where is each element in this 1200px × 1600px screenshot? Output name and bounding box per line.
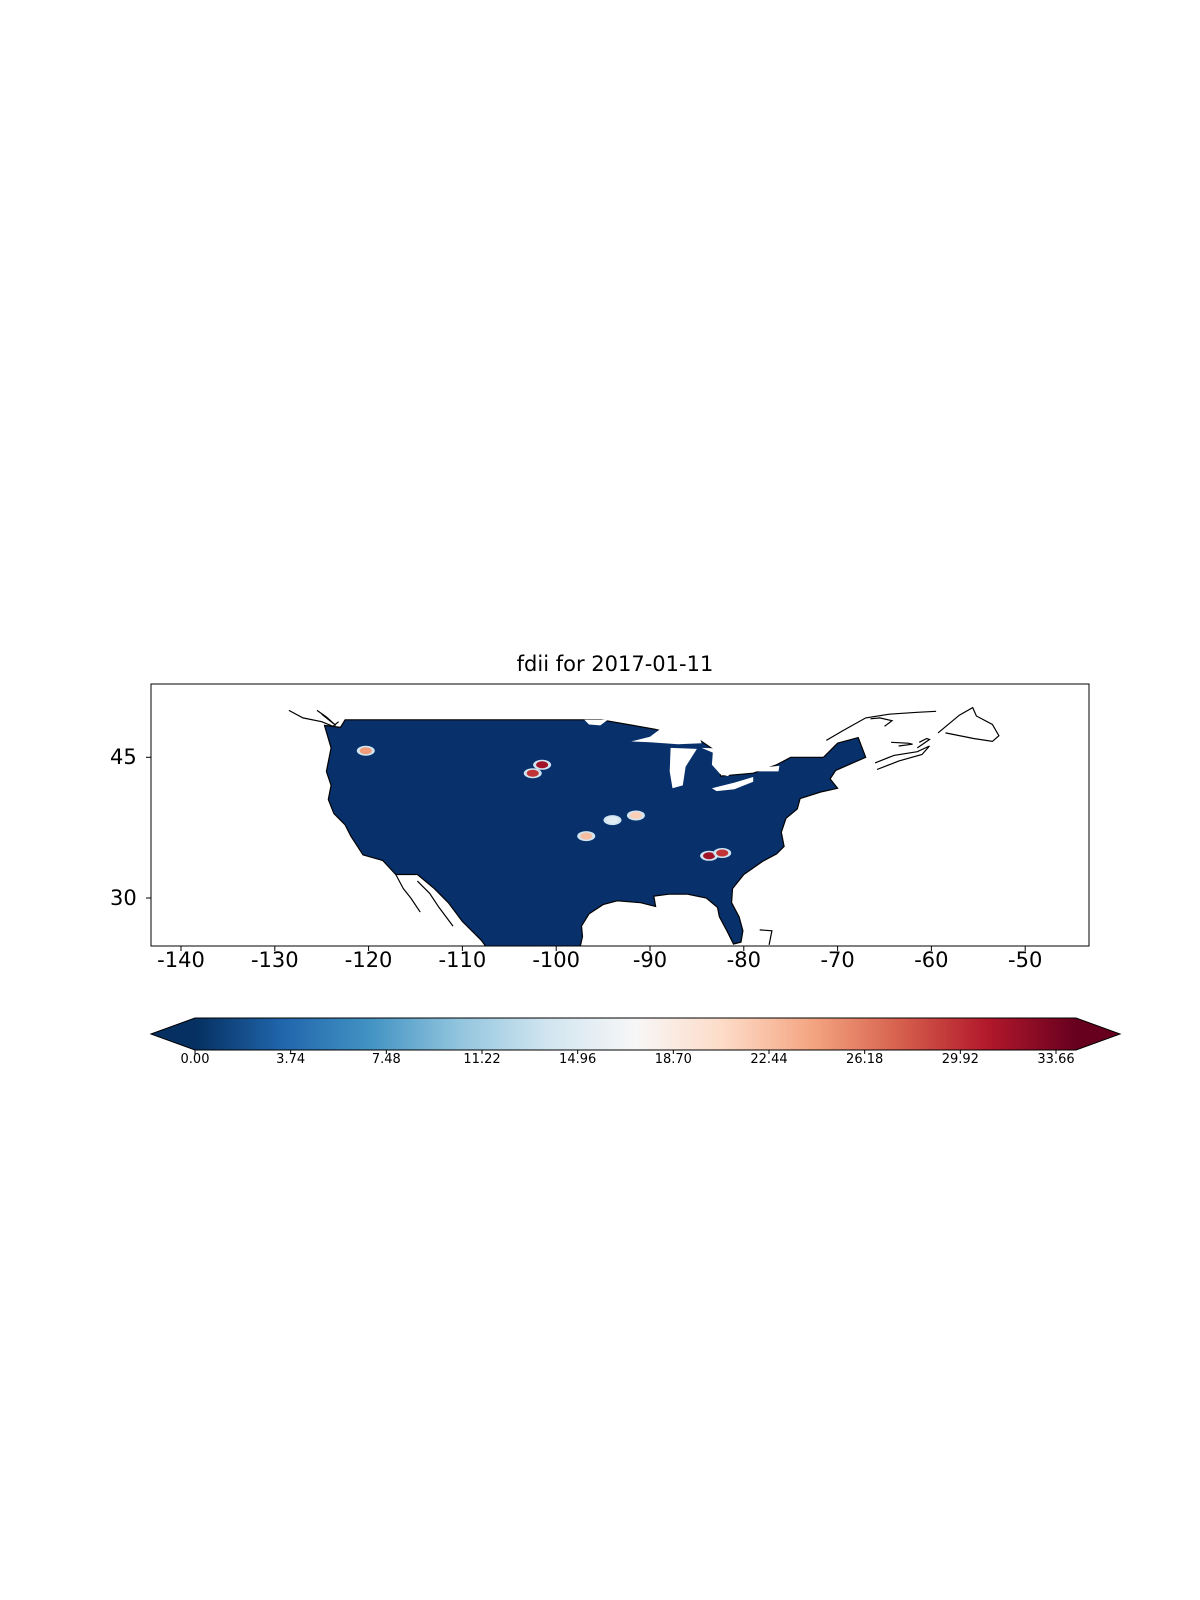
contiguous-us-field bbox=[323, 719, 867, 946]
x-tick-label: -140 bbox=[157, 948, 205, 972]
x-tick-label: -90 bbox=[632, 948, 668, 972]
great-lakes-mask bbox=[584, 719, 780, 792]
coastline-baja-west bbox=[395, 874, 421, 913]
y-tick-marks bbox=[146, 756, 151, 899]
colorbar-gradient bbox=[195, 1018, 1076, 1050]
hotspot-core bbox=[716, 849, 729, 857]
coastline-canada bbox=[288, 706, 1000, 946]
map-axes-frame bbox=[150, 683, 1090, 947]
coastline-bc bbox=[288, 709, 339, 727]
lake-ontario bbox=[745, 765, 780, 772]
x-tick-label: -70 bbox=[820, 948, 855, 972]
y-tick-label: 30 bbox=[110, 886, 137, 910]
colorbar-extend-min-arrow bbox=[151, 1018, 195, 1050]
coastline-cape-breton bbox=[916, 737, 931, 749]
x-tick-label: -60 bbox=[914, 948, 949, 972]
x-tick-label: -120 bbox=[344, 948, 393, 972]
colorbar-tick-label: 11.22 bbox=[463, 1052, 501, 1067]
coastline-nova-scotia bbox=[874, 745, 930, 771]
x-tick-label: -80 bbox=[726, 948, 761, 972]
coastline-st-lawrence bbox=[825, 710, 937, 741]
map-title: fdii for 2017-01-11 bbox=[516, 652, 714, 676]
colorbar-tick-label: 29.92 bbox=[941, 1052, 979, 1067]
hotspot-core bbox=[629, 811, 642, 819]
colorbar-tick-label: 33.66 bbox=[1037, 1052, 1075, 1067]
colorbar-tick-label: 26.18 bbox=[846, 1052, 884, 1067]
colorbar-tick-label: 18.70 bbox=[654, 1052, 692, 1067]
coastline-pei bbox=[891, 741, 913, 747]
colorbar bbox=[149, 1017, 1122, 1054]
hotspot-core bbox=[359, 747, 372, 755]
y-tick-label: 45 bbox=[110, 745, 137, 770]
hotspot-core bbox=[536, 761, 549, 769]
colorbar-tick-label: 0.00 bbox=[180, 1052, 210, 1067]
hotspot-core bbox=[703, 852, 716, 860]
coastline-gaspe bbox=[870, 717, 894, 727]
lake-winnipeg-gap bbox=[584, 719, 608, 726]
lake-huron bbox=[701, 747, 744, 777]
hotspot-core bbox=[526, 769, 539, 777]
colorbar-extend-max-arrow bbox=[1076, 1018, 1120, 1050]
lake-superior bbox=[631, 722, 702, 745]
x-tick-marks bbox=[180, 946, 1026, 951]
colorbar-tick-label: 7.48 bbox=[371, 1052, 401, 1067]
coastline-vancouver-island bbox=[316, 709, 337, 726]
coastline-newfoundland bbox=[937, 706, 1000, 743]
coastline-baja-east bbox=[416, 880, 454, 927]
colorbar-tick-marks bbox=[194, 1050, 1057, 1054]
hotspot-core bbox=[606, 816, 619, 824]
colorbar-tick-label: 22.44 bbox=[750, 1052, 788, 1067]
x-tick-label: -110 bbox=[438, 948, 487, 972]
hotspot-layer bbox=[356, 745, 732, 861]
x-tick-label: -100 bbox=[532, 948, 581, 972]
coastline-bahamas bbox=[759, 929, 773, 946]
colorbar-tick-label: 14.96 bbox=[559, 1052, 597, 1067]
lake-michigan bbox=[669, 747, 697, 789]
lake-erie bbox=[711, 777, 754, 792]
hotspot-core bbox=[580, 832, 593, 840]
x-tick-label: -50 bbox=[1008, 948, 1043, 972]
colorbar-tick-label: 3.74 bbox=[276, 1052, 306, 1067]
x-tick-label: -130 bbox=[250, 948, 299, 972]
